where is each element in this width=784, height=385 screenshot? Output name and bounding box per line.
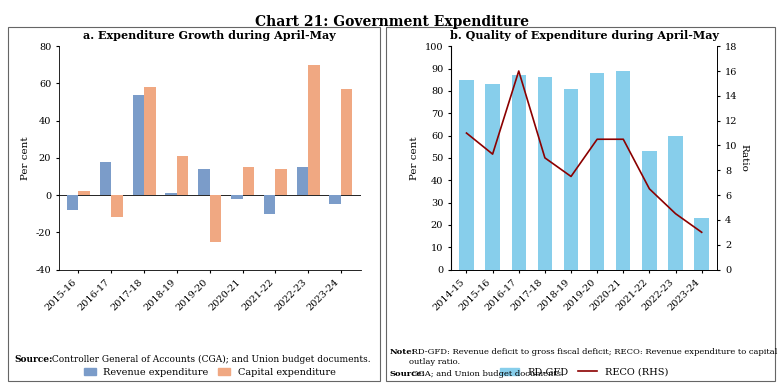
Bar [459,80,474,270]
Legend: RD-GFD, RECO (RHS): RD-GFD, RECO (RHS) [495,364,673,381]
Title: b. Quality of Expenditure during April-May: b. Quality of Expenditure during April-M… [449,30,719,42]
Bar [132,95,144,195]
Text: Source:: Source: [14,355,53,364]
Text: CGA; and Union budget documents.: CGA; and Union budget documents. [409,370,564,378]
Bar [275,169,287,195]
Bar [100,162,111,195]
Bar [564,89,578,270]
Text: RD-GFD: Revenue deficit to gross fiscal deficit; RECO: Revenue expenditure to ca: RD-GFD: Revenue deficit to gross fiscal … [409,348,778,366]
Text: Controller General of Accounts (CGA); and Union budget documents.: Controller General of Accounts (CGA); an… [49,355,371,364]
Y-axis label: Per cent: Per cent [21,136,30,180]
Bar [210,195,221,242]
Bar [341,89,353,195]
Bar [538,77,552,270]
Text: Chart 21: Government Expenditure: Chart 21: Government Expenditure [255,15,529,29]
Bar [590,73,604,270]
Bar [511,75,526,269]
Bar [144,87,155,195]
Bar [668,136,683,270]
Bar [695,218,709,270]
Bar [329,195,341,204]
Bar [296,167,308,195]
Bar [165,193,177,195]
Y-axis label: Ratio: Ratio [739,144,749,172]
Bar [67,195,78,210]
Text: Note:: Note: [390,348,416,357]
Bar [177,156,188,195]
Text: Source:: Source: [390,370,426,378]
Legend: Revenue expenditure, Capital expenditure: Revenue expenditure, Capital expenditure [80,364,339,381]
Bar [642,151,656,270]
Bar [264,195,275,214]
Y-axis label: Per cent: Per cent [410,136,419,180]
Title: a. Expenditure Growth during April-May: a. Expenditure Growth during April-May [83,30,336,41]
Bar [198,169,210,195]
Bar [78,191,90,195]
Bar [308,65,320,195]
Bar [231,195,242,199]
Bar [111,195,123,218]
Bar [242,167,254,195]
Bar [485,84,499,270]
Bar [616,71,630,270]
